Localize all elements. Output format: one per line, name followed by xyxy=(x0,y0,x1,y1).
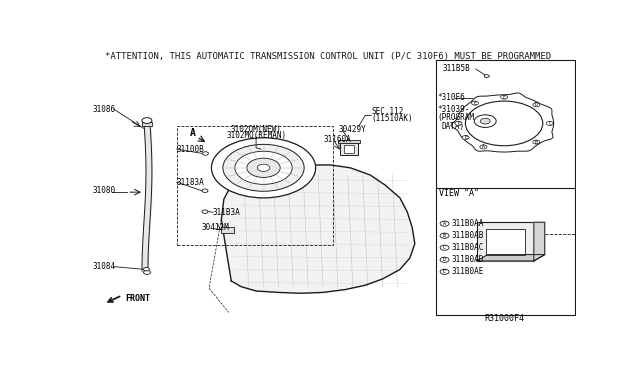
Polygon shape xyxy=(477,254,545,261)
Text: A: A xyxy=(190,128,196,138)
Circle shape xyxy=(202,152,209,155)
Text: 31100B: 31100B xyxy=(177,145,204,154)
Text: 311B0AA: 311B0AA xyxy=(451,219,484,228)
Text: 31160A: 31160A xyxy=(323,135,351,144)
Text: *310F6: *310F6 xyxy=(438,93,465,102)
Text: DATA): DATA) xyxy=(441,122,464,131)
Circle shape xyxy=(143,267,150,271)
Bar xyxy=(486,230,525,255)
Text: *ATTENTION, THIS AUTOMATIC TRANSMISSION CONTROL UNIT (P/C 310F6) MUST BE PROGRAM: *ATTENTION, THIS AUTOMATIC TRANSMISSION … xyxy=(105,52,551,61)
Text: E: E xyxy=(464,135,467,140)
Text: R31000F4: R31000F4 xyxy=(484,314,524,323)
Circle shape xyxy=(480,145,487,149)
Circle shape xyxy=(474,115,496,128)
Circle shape xyxy=(143,270,150,275)
Text: E: E xyxy=(443,269,446,274)
Text: D: D xyxy=(535,102,538,107)
Text: E: E xyxy=(457,121,460,126)
Text: *31039-: *31039- xyxy=(438,105,470,113)
Text: C: C xyxy=(443,245,446,250)
Circle shape xyxy=(142,118,152,124)
Bar xyxy=(340,143,358,155)
Polygon shape xyxy=(451,93,554,152)
Text: A: A xyxy=(443,221,446,226)
Circle shape xyxy=(440,221,449,226)
Circle shape xyxy=(247,158,280,177)
Text: 3102MQ(REMAN): 3102MQ(REMAN) xyxy=(226,131,286,140)
Text: 3102OM(NEW): 3102OM(NEW) xyxy=(230,125,282,134)
Text: 31080: 31080 xyxy=(92,186,116,195)
Text: VIEW "A": VIEW "A" xyxy=(438,189,479,198)
Circle shape xyxy=(455,121,462,125)
Text: A: A xyxy=(482,144,485,150)
Text: 30429Y: 30429Y xyxy=(339,125,367,135)
Polygon shape xyxy=(221,165,415,293)
Circle shape xyxy=(472,101,479,105)
Text: 311B0AB: 311B0AB xyxy=(451,231,484,240)
Circle shape xyxy=(547,121,553,125)
Bar xyxy=(477,222,534,261)
Text: B: B xyxy=(535,140,538,145)
Circle shape xyxy=(223,144,304,191)
Text: E: E xyxy=(474,100,476,106)
Text: SEC.112: SEC.112 xyxy=(371,108,404,116)
Text: 31084: 31084 xyxy=(92,262,116,271)
Polygon shape xyxy=(534,222,545,261)
Circle shape xyxy=(480,118,490,124)
Bar xyxy=(339,140,360,143)
Circle shape xyxy=(533,103,540,107)
Text: D: D xyxy=(443,257,446,262)
Circle shape xyxy=(462,135,469,140)
Bar xyxy=(177,126,333,245)
Text: 311B5B: 311B5B xyxy=(442,64,470,74)
Circle shape xyxy=(465,101,543,146)
Bar xyxy=(142,122,152,126)
Bar xyxy=(436,60,575,315)
Circle shape xyxy=(440,233,449,238)
Bar xyxy=(344,145,355,154)
Circle shape xyxy=(440,257,449,262)
Text: 311B0AD: 311B0AD xyxy=(451,255,484,264)
Circle shape xyxy=(235,151,292,185)
Text: (PROGRAM: (PROGRAM xyxy=(438,113,475,122)
Text: 311B3A: 311B3A xyxy=(213,208,241,217)
Text: (11510AK): (11510AK) xyxy=(371,114,413,123)
Text: 311B0AE: 311B0AE xyxy=(451,267,484,276)
Text: 31183A: 31183A xyxy=(177,178,204,187)
Circle shape xyxy=(484,75,489,78)
Circle shape xyxy=(440,269,449,275)
Circle shape xyxy=(202,189,208,192)
Text: C: C xyxy=(548,121,551,126)
Circle shape xyxy=(257,164,270,171)
Text: B: B xyxy=(443,233,446,238)
Circle shape xyxy=(202,210,208,214)
Circle shape xyxy=(211,138,316,198)
Text: E: E xyxy=(502,94,506,100)
Bar xyxy=(221,227,234,233)
Text: 311B0AC: 311B0AC xyxy=(451,243,484,252)
Circle shape xyxy=(500,95,508,99)
Text: FRONT: FRONT xyxy=(125,295,150,304)
Text: 31086: 31086 xyxy=(92,105,116,113)
Circle shape xyxy=(440,245,449,250)
Text: 30412M: 30412M xyxy=(202,223,229,232)
Circle shape xyxy=(533,140,540,144)
